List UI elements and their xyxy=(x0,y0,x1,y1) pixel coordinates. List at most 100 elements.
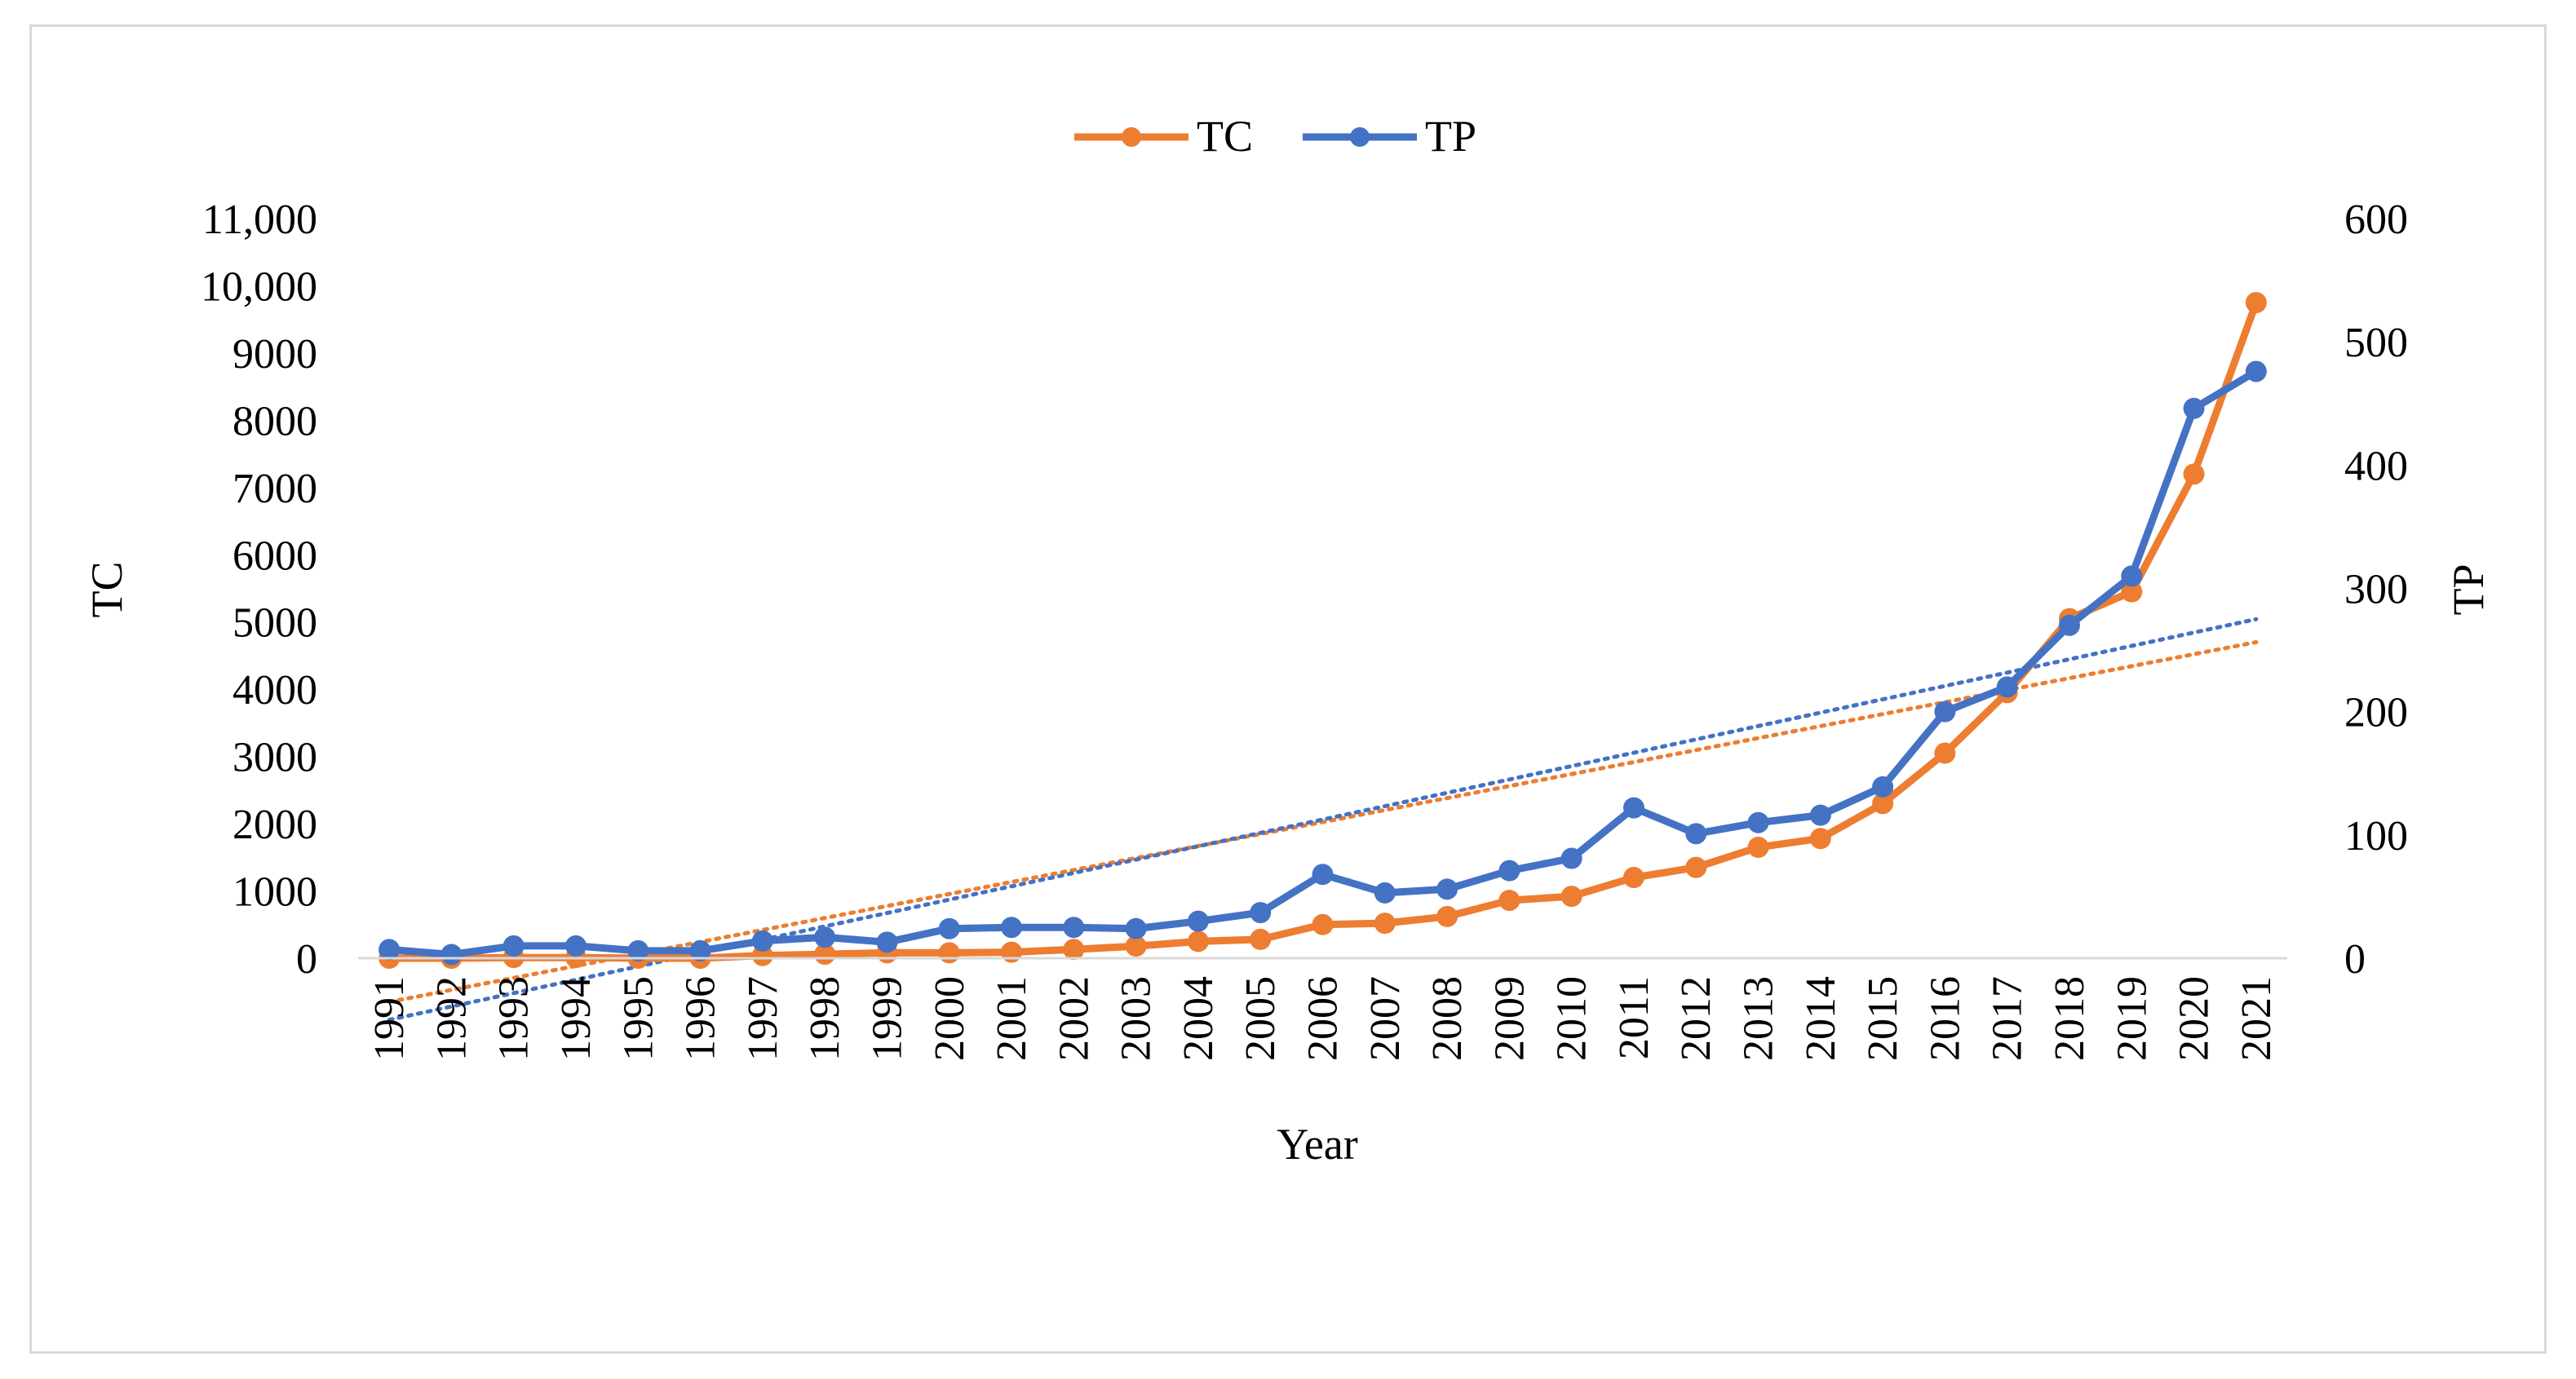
legend-tp-marker xyxy=(1350,127,1370,147)
x-tick-label: 2021 xyxy=(2233,976,2280,1061)
left-y-axis-title: TC xyxy=(82,561,131,617)
series-tp-point xyxy=(1063,917,1085,939)
series-tp-point xyxy=(1001,917,1023,939)
series-tp-point xyxy=(2183,397,2205,419)
series-tp-point xyxy=(378,939,401,961)
x-tick-label: 2013 xyxy=(1736,976,1782,1061)
x-tick-label: 2006 xyxy=(1300,976,1347,1061)
x-axis-title: Year xyxy=(1277,1120,1358,1169)
legend: TC TP xyxy=(1074,112,1476,161)
series-tp-point xyxy=(1685,823,1707,845)
series-tc-line xyxy=(389,301,2260,962)
series-tp-point xyxy=(627,939,649,961)
x-tick-label: 1994 xyxy=(553,976,600,1061)
x-tick-label: 2007 xyxy=(1362,976,1409,1061)
x-tick-label: 2009 xyxy=(1486,976,1533,1061)
x-tick-label: 1997 xyxy=(740,976,786,1061)
x-tick-label: 2002 xyxy=(1051,976,1097,1061)
axis-layer: 010002000300040005000600070008000900010,… xyxy=(201,197,2408,1061)
series-tc-point xyxy=(1250,928,1272,950)
x-tick-label: 2019 xyxy=(2109,976,2155,1061)
right-y-tick-label: 200 xyxy=(2344,690,2408,736)
x-tick-label: 2010 xyxy=(1549,976,1596,1061)
series-tc-point xyxy=(1560,886,1582,908)
series-tc-point xyxy=(1685,856,1707,878)
series-tp-point xyxy=(2058,614,2080,636)
legend-tp-label: TP xyxy=(1425,112,1476,161)
x-tick-label: 1995 xyxy=(615,976,662,1061)
right-y-axis-title: TP xyxy=(2444,564,2493,615)
left-y-tick-label: 7000 xyxy=(232,466,317,512)
series-tc-point xyxy=(1374,913,1396,935)
series-tc-point xyxy=(1001,941,1023,963)
series-tp-point xyxy=(1747,811,1769,833)
x-tick-label: 2012 xyxy=(1673,976,1720,1061)
series-tp-point xyxy=(689,939,711,961)
left-y-tick-label: 10,000 xyxy=(201,263,317,310)
x-tick-label: 2018 xyxy=(2047,976,2093,1061)
x-tick-label: 2001 xyxy=(989,976,1035,1061)
left-y-tick-label: 11,000 xyxy=(202,197,317,243)
x-tick-label: 2020 xyxy=(2171,976,2218,1061)
x-tick-label: 1992 xyxy=(428,976,475,1061)
x-tick-label: 1998 xyxy=(802,976,848,1061)
x-tick-label: 1993 xyxy=(491,976,538,1061)
right-y-tick-label: 600 xyxy=(2344,197,2408,243)
series-tp-point xyxy=(565,935,587,957)
series-tp-point xyxy=(1436,878,1458,900)
series-layer xyxy=(378,292,2267,969)
left-y-tick-label: 2000 xyxy=(232,802,317,848)
right-y-tick-label: 300 xyxy=(2344,567,2408,613)
x-tick-label: 1996 xyxy=(678,976,724,1061)
series-tp-point xyxy=(876,931,898,953)
series-tp-point xyxy=(751,930,773,952)
legend-tc-marker xyxy=(1122,127,1141,147)
series-tc-point xyxy=(751,944,773,966)
x-tick-label: 2005 xyxy=(1237,976,1284,1061)
series-tc-point xyxy=(1312,913,1334,935)
series-tp-point xyxy=(1498,860,1520,882)
series-tc-point xyxy=(1809,828,1831,850)
series-tc-point xyxy=(1436,905,1458,927)
series-tc-point xyxy=(1934,742,1956,764)
series-tc-point xyxy=(1747,836,1769,858)
series-tp-point xyxy=(938,917,960,939)
x-tick-label: 1991 xyxy=(366,976,413,1061)
right-y-tick-label: 500 xyxy=(2344,320,2408,366)
chart-canvas: 010002000300040005000600070008000900010,… xyxy=(82,112,2493,1169)
series-tc-point xyxy=(2183,463,2205,485)
x-tick-label: 2017 xyxy=(1985,976,2031,1061)
left-y-tick-label: 5000 xyxy=(232,600,317,647)
x-tick-label: 2014 xyxy=(1798,976,1844,1061)
series-tp-point xyxy=(1934,701,1956,723)
left-y-tick-label: 9000 xyxy=(232,331,317,378)
series-tp-point xyxy=(1872,776,1894,798)
series-tp-point xyxy=(1187,910,1209,932)
left-y-tick-label: 8000 xyxy=(232,398,317,444)
series-tp-point xyxy=(440,944,463,966)
series-tc-point xyxy=(2121,581,2143,603)
series-tp-point xyxy=(1622,797,1644,819)
series-tp-point xyxy=(1125,917,1147,939)
x-tick-label: 2008 xyxy=(1424,976,1471,1061)
series-tc-point xyxy=(1498,890,1520,912)
series-tc-point xyxy=(814,944,836,966)
x-tick-label: 2011 xyxy=(1611,976,1658,1059)
series-tc-point xyxy=(1622,867,1644,889)
left-y-tick-label: 1000 xyxy=(232,869,317,916)
right-y-tick-label: 400 xyxy=(2344,443,2408,489)
series-tp-point xyxy=(1374,882,1396,904)
right-y-tick-label: 0 xyxy=(2344,936,2366,983)
series-tp-point xyxy=(1250,902,1272,924)
x-tick-label: 1999 xyxy=(864,976,910,1061)
x-tick-label: 2016 xyxy=(1922,976,1968,1061)
series-tc-point xyxy=(2245,292,2267,314)
left-y-tick-label: 0 xyxy=(296,936,317,983)
series-tp-point xyxy=(1996,676,2018,698)
left-y-tick-label: 3000 xyxy=(232,735,317,781)
chart-frame: 0 1000 2000 3000 4000 5000 6000 7000 8000 9000 10,… xyxy=(29,24,2547,1354)
series-tp-point xyxy=(814,926,836,948)
legend-tc-label: TC xyxy=(1197,112,1253,161)
left-y-tick-label: 4000 xyxy=(232,667,317,714)
x-tick-label: 2003 xyxy=(1113,976,1160,1061)
